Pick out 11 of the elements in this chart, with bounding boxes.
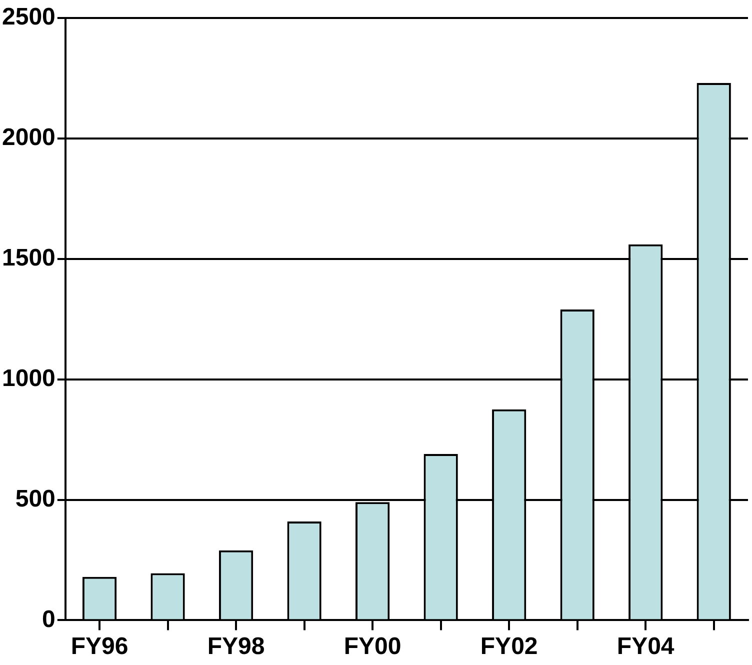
y-tick-label: 0 — [42, 606, 56, 633]
x-tick-label: FY98 — [207, 633, 265, 660]
x-tick-label: FY04 — [616, 633, 675, 660]
x-tick-label: FY00 — [344, 633, 402, 660]
y-tick-label: 2000 — [2, 124, 56, 152]
x-tick-label: FY02 — [480, 633, 538, 660]
x-tick-label: FY96 — [70, 633, 128, 660]
y-tick-label: 1000 — [2, 364, 56, 392]
y-tick-label: 500 — [15, 485, 56, 512]
y-tick-label: 1500 — [2, 244, 56, 272]
y-tick-label: 2500 — [2, 4, 56, 31]
